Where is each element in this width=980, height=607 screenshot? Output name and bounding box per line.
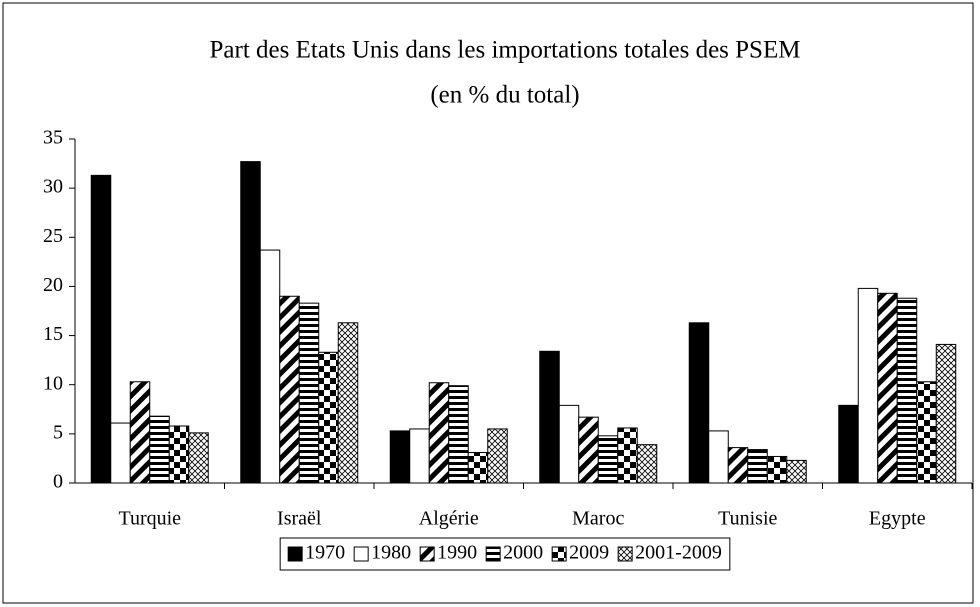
- bar: [259, 249, 281, 484]
- x-tick-label: Israël: [277, 508, 322, 530]
- bar: [916, 381, 937, 484]
- bar: [337, 322, 359, 484]
- x-tick-label: Tunisie: [718, 508, 777, 530]
- legend-swatch: [485, 546, 501, 562]
- legend-label: 2009: [569, 542, 609, 564]
- bar: [617, 427, 638, 484]
- bar: [688, 322, 710, 484]
- x-tick-label: Algérie: [419, 508, 479, 530]
- bar: [389, 430, 411, 484]
- legend-swatch: [551, 546, 567, 562]
- bar: [857, 287, 879, 484]
- bar: [428, 382, 450, 484]
- bar: [636, 444, 658, 484]
- legend-label: 2000: [503, 542, 543, 564]
- bar: [578, 416, 599, 484]
- bar: [747, 449, 768, 484]
- bar: [298, 302, 320, 484]
- bar: [90, 174, 112, 484]
- chart-subtitle: (en % du total): [430, 82, 579, 109]
- bar: [168, 425, 190, 484]
- bar: [318, 351, 339, 484]
- legend-swatch: [353, 546, 369, 562]
- x-tick-label: Maroc: [572, 508, 624, 530]
- x-tick-label: Turquie: [118, 508, 181, 530]
- bar: [487, 428, 508, 484]
- chart-title: Part des Etats Unis dans les importation…: [210, 37, 801, 64]
- legend-label: 1990: [437, 542, 477, 564]
- x-tick-label: Egypte: [869, 508, 926, 530]
- bar: [838, 404, 859, 484]
- y-tick-label: 20: [43, 274, 63, 296]
- bar: [539, 350, 560, 484]
- bar: [727, 447, 749, 484]
- legend-swatch: [617, 546, 633, 562]
- y-tick-label: 10: [43, 372, 63, 394]
- legend-swatch: [419, 546, 435, 562]
- legend-label: 1980: [371, 542, 411, 564]
- bar: [708, 430, 729, 484]
- y-tick-label: 25: [43, 225, 63, 247]
- bar: [558, 404, 580, 484]
- bar: [896, 297, 918, 484]
- y-tick-label: 35: [43, 127, 63, 149]
- bar: [129, 381, 151, 484]
- y-tick-label: 5: [53, 421, 63, 443]
- bar: [188, 432, 209, 484]
- bar: [877, 292, 898, 484]
- bar: [448, 385, 469, 484]
- y-tick-label: 30: [43, 176, 63, 198]
- y-tick-label: 0: [53, 471, 63, 493]
- bar: [766, 455, 788, 484]
- legend-label: 2001-2009: [635, 542, 722, 564]
- bar: [935, 343, 957, 484]
- bar: [409, 428, 430, 484]
- legend-label: 1970: [305, 542, 345, 564]
- bar: [110, 422, 131, 484]
- legend-swatch: [287, 546, 303, 562]
- bar: [597, 435, 619, 484]
- bar: [786, 459, 807, 484]
- bar: [279, 295, 300, 484]
- bar: [467, 452, 489, 484]
- bar: [149, 415, 170, 484]
- y-tick-label: 15: [43, 323, 63, 345]
- bar: [240, 161, 261, 484]
